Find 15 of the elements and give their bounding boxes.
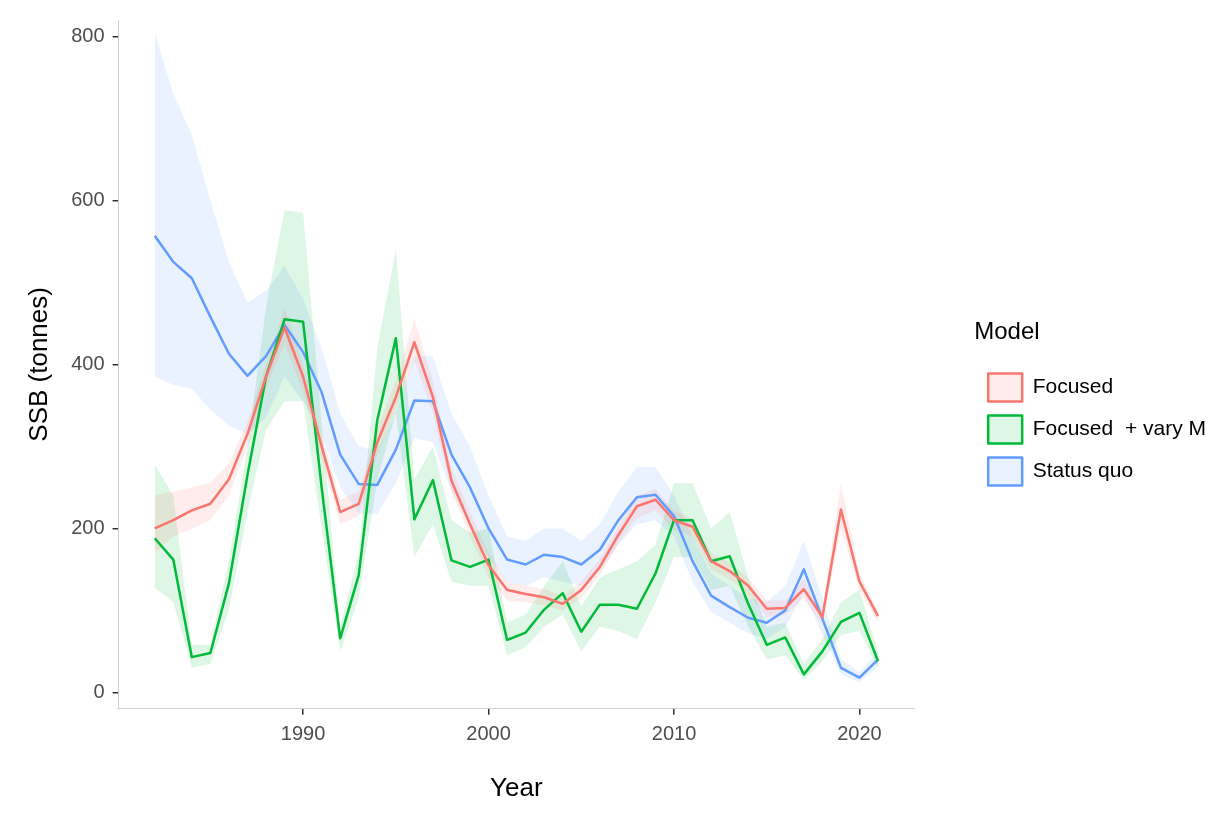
y-axis-title: SSB (tonnes) (22, 287, 53, 442)
legend-title: Model (974, 317, 1040, 345)
y-tick-label: 0 (93, 679, 105, 702)
y-tick-label: 200 (71, 515, 105, 538)
y-tick-label: 600 (71, 187, 105, 210)
x-tick-label: 2010 (651, 722, 697, 745)
x-tick-label: 2000 (466, 722, 511, 745)
x-tick-label: 2020 (837, 722, 882, 745)
y-tick-label: 800 (71, 23, 105, 46)
legend-label: Focused (1032, 374, 1114, 398)
legend-label: Status quo (1032, 458, 1134, 482)
legend-label: Focused + vary M (1032, 416, 1206, 440)
y-tick-label: 400 (71, 351, 105, 374)
x-axis-title: Year (490, 771, 543, 802)
x-tick-label: 1990 (280, 722, 326, 745)
